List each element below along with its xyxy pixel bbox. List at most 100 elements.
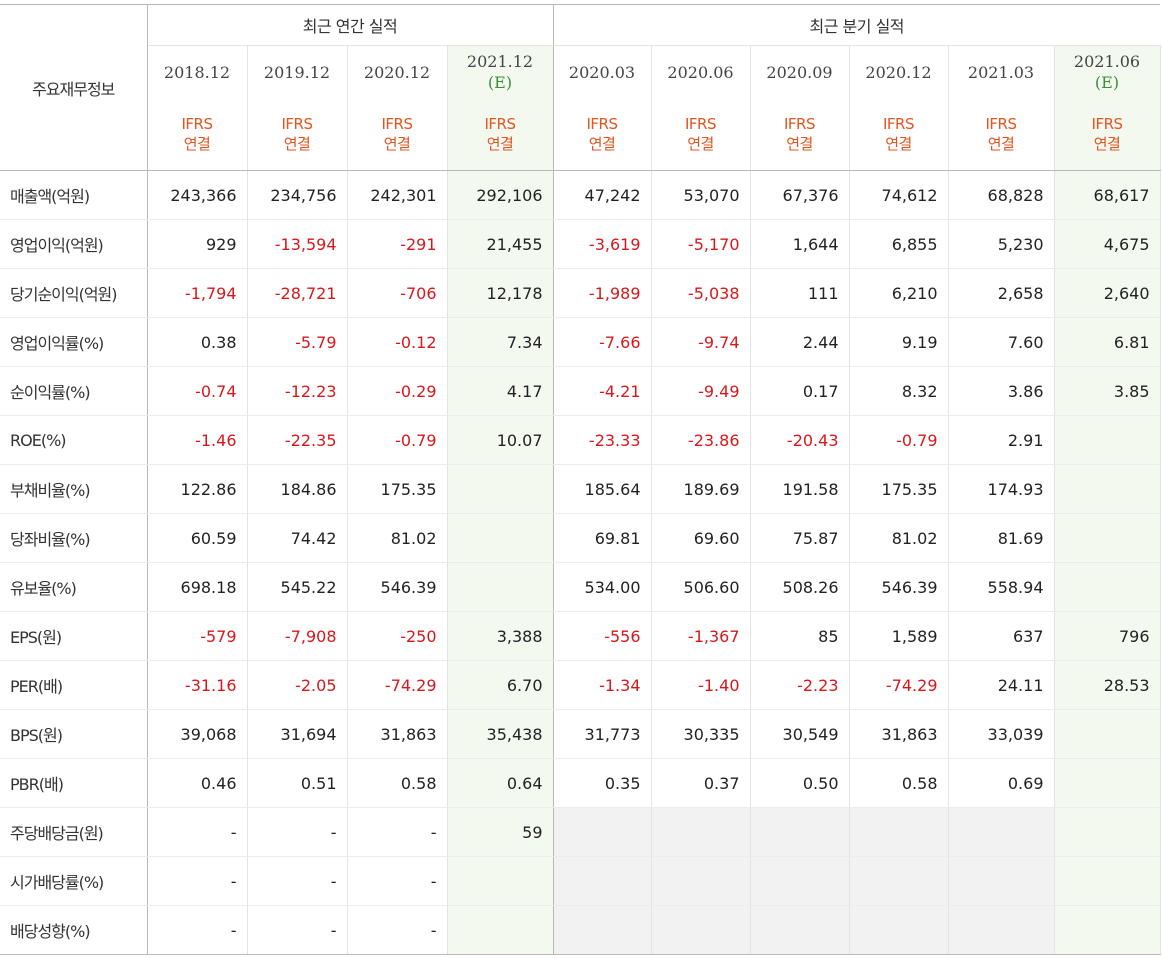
value-cell: 558.94 xyxy=(948,562,1055,612)
value-cell: 545.22 xyxy=(247,562,348,612)
value-cell xyxy=(750,807,850,857)
ifrs-standard: IFRS xyxy=(685,115,717,133)
period-date: 2021.03 xyxy=(967,62,1035,82)
value-cell: 81.02 xyxy=(849,513,949,563)
ifrs-standard: IFRS xyxy=(181,115,214,133)
value-cell: 506.60 xyxy=(651,562,751,612)
value-cell xyxy=(1054,464,1161,514)
value-cell: -2.23 xyxy=(750,660,850,710)
value-cell: 184.86 xyxy=(247,464,348,514)
value-cell: 243,366 xyxy=(147,170,248,220)
period-date: 2020.03 xyxy=(568,62,636,82)
value-cell xyxy=(948,856,1055,906)
period-header: 2020.09 xyxy=(750,45,850,98)
ifrs-label: IFRS 연결 xyxy=(948,98,1055,171)
row-label: 매출액(억원) xyxy=(0,170,148,220)
ifrs-standard: IFRS xyxy=(985,115,1018,133)
value-cell xyxy=(447,464,554,514)
value-cell xyxy=(553,807,652,857)
value-cell: - xyxy=(147,856,248,906)
ifrs-standard: IFRS xyxy=(1091,115,1124,133)
ifrs-consolidated: 연결 xyxy=(283,135,311,153)
value-cell: 0.37 xyxy=(651,758,751,808)
value-cell: -28,721 xyxy=(247,268,348,318)
period-date: 2020.12 xyxy=(363,62,431,82)
row-label: 순이익률(%) xyxy=(0,366,148,416)
value-cell: -5,038 xyxy=(651,268,751,318)
ifrs-consolidated: 연결 xyxy=(786,135,813,153)
value-cell: 81.69 xyxy=(948,513,1055,563)
value-cell: -3,619 xyxy=(553,219,652,269)
value-cell xyxy=(849,905,949,955)
ifrs-consolidated: 연결 xyxy=(588,135,616,153)
value-cell xyxy=(651,905,751,955)
value-cell: - xyxy=(347,856,448,906)
value-cell: 0.17 xyxy=(750,366,850,416)
period-date: 2018.12 xyxy=(163,62,231,82)
value-cell: 234,756 xyxy=(247,170,348,220)
value-cell: - xyxy=(247,905,348,955)
value-cell: -291 xyxy=(347,219,448,269)
value-cell: -20.43 xyxy=(750,415,850,465)
value-cell: -74.29 xyxy=(347,660,448,710)
estimate-marker: (E) xyxy=(1094,73,1120,92)
value-cell xyxy=(447,562,554,612)
period-header: 2019.12 xyxy=(247,45,348,98)
value-cell: 47,242 xyxy=(553,170,652,220)
estimate-marker: (E) xyxy=(487,73,513,92)
ifrs-label: IFRS 연결 xyxy=(849,98,949,171)
value-cell: 796 xyxy=(1054,611,1161,661)
value-cell xyxy=(750,856,850,906)
period-header: 2018.12 xyxy=(147,45,248,98)
value-cell: 31,694 xyxy=(247,709,348,759)
value-cell: 74.42 xyxy=(247,513,348,563)
ifrs-consolidated: 연결 xyxy=(183,135,211,153)
value-cell: 2,658 xyxy=(948,268,1055,318)
value-cell: 35,438 xyxy=(447,709,554,759)
value-cell: 24.11 xyxy=(948,660,1055,710)
value-cell: -22.35 xyxy=(247,415,348,465)
table-row: 당좌비율(%) 60.59 74.42 81.02 69.81 69.60 75.87 81.… xyxy=(0,513,1161,563)
annual-group-header: 최근 연간 실적 xyxy=(147,4,554,46)
value-cell xyxy=(447,905,554,955)
value-cell: -579 xyxy=(147,611,248,661)
period-header: 2021.03 xyxy=(948,45,1055,98)
value-cell: 3.86 xyxy=(948,366,1055,416)
row-label: 시가배당률(%) xyxy=(0,856,148,906)
value-cell: 8.32 xyxy=(849,366,949,416)
value-cell: 39,068 xyxy=(147,709,248,759)
period-header: 2020.06 xyxy=(651,45,751,98)
value-cell: 546.39 xyxy=(849,562,949,612)
ifrs-label: IFRS 연결 xyxy=(651,98,751,171)
quarter-group-header: 최근 분기 실적 xyxy=(553,4,1161,46)
value-cell: 546.39 xyxy=(347,562,448,612)
table-row: ROE(%) -1.46 -22.35 -0.79 10.07 -23.33 -23.86-… xyxy=(0,415,1161,465)
value-cell: -4.21 xyxy=(553,366,652,416)
row-label: 당좌비율(%) xyxy=(0,513,148,563)
period-date: 2020.12 xyxy=(865,62,932,82)
ifrs-label: IFRS 연결 xyxy=(147,98,248,171)
value-cell: -7,908 xyxy=(247,611,348,661)
value-cell: 31,863 xyxy=(347,709,448,759)
ifrs-label: IFRS 연결 xyxy=(553,98,652,171)
table-row: 유보율(%) 698.18 545.22 546.39 534.00 506.60 508.… xyxy=(0,562,1161,612)
value-cell: -5,170 xyxy=(651,219,751,269)
period-date: 2020.09 xyxy=(766,62,833,82)
value-cell: -9.74 xyxy=(651,317,751,367)
value-cell xyxy=(849,856,949,906)
value-cell: 0.46 xyxy=(147,758,248,808)
value-cell: 30,549 xyxy=(750,709,850,759)
value-cell: -0.79 xyxy=(347,415,448,465)
row-label: 부채비율(%) xyxy=(0,464,148,514)
value-cell xyxy=(447,513,554,563)
value-cell: -0.29 xyxy=(347,366,448,416)
value-cell xyxy=(1054,562,1161,612)
table-row: 매출액(억원) 243,366 234,756 242,301 292,106 47,24… xyxy=(0,170,1161,220)
value-cell: 122.86 xyxy=(147,464,248,514)
value-cell: 0.58 xyxy=(347,758,448,808)
value-cell: 6.81 xyxy=(1054,317,1161,367)
value-cell: 0.69 xyxy=(948,758,1055,808)
value-cell xyxy=(1054,856,1161,906)
value-cell xyxy=(750,905,850,955)
value-cell: 7.34 xyxy=(447,317,554,367)
